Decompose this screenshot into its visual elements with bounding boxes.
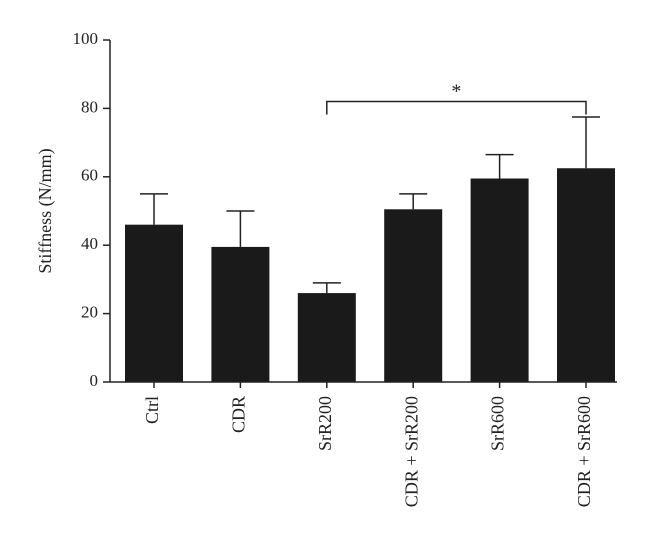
- bar-5: [557, 168, 615, 382]
- x-tick-label: CDR: [229, 396, 249, 433]
- y-axis-label: Stiffness (N/mm): [35, 148, 56, 273]
- y-tick-label: 20: [81, 303, 98, 322]
- bar-2: [297, 293, 356, 382]
- x-tick-label: CDR + SrR600: [574, 396, 594, 507]
- significance-annotation: *: [326, 81, 587, 115]
- error-bars: [140, 116, 600, 294]
- x-tick-label: SrR600: [488, 396, 508, 451]
- y-tick-label: 100: [73, 29, 99, 48]
- bar-4: [470, 178, 529, 382]
- bar-3: [384, 209, 443, 382]
- bar-1: [211, 246, 270, 382]
- bar-0: [125, 224, 183, 382]
- y-tick-label: 0: [90, 371, 99, 390]
- y-axis: 0 20 40 60 80 100: [73, 29, 111, 390]
- significance-marker: *: [451, 81, 461, 103]
- x-tick-label: Ctrl: [142, 396, 162, 424]
- x-tick-label: SrR200: [315, 396, 335, 451]
- x-tick-label: CDR + SrR200: [401, 396, 421, 507]
- significance-bracket: [326, 100, 587, 115]
- y-tick-label: 60: [81, 166, 98, 185]
- y-tick-label: 80: [81, 97, 98, 116]
- x-axis: Ctrl CDR SrR200 CDR + SrR200 SrR600 CDR + SrR…: [110, 381, 617, 507]
- y-tick-label: 40: [81, 234, 98, 253]
- bars: [125, 168, 615, 382]
